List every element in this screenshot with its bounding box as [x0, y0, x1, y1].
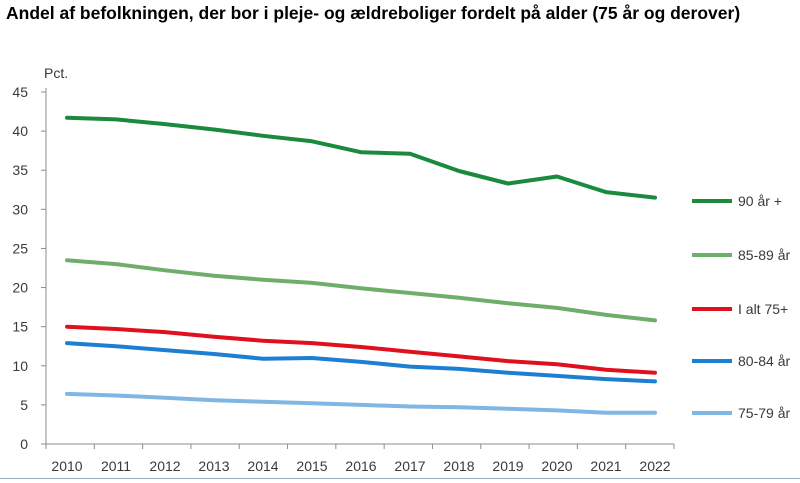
x-tick-label: 2021 [590, 458, 621, 474]
legend-label: 90 år + [738, 193, 782, 209]
x-tick-label: 2011 [101, 458, 131, 474]
legend-label: 80-84 år [738, 353, 790, 369]
legend: 90 år + 85-89 år I alt 75+ 80-84 år 75-79 år [692, 193, 790, 421]
x-tick-label: 2019 [492, 458, 523, 474]
y-tick-label: 10 [12, 358, 28, 374]
series-line [65, 391, 657, 415]
series-line [65, 324, 657, 375]
y-tick-label: 25 [12, 240, 28, 256]
x-tick-label: 2020 [541, 458, 572, 474]
x-axis: 2010 2011 2012 2013 2014 2015 2016 2017 2018 2019… [45, 443, 675, 474]
x-tick-label: 2010 [51, 458, 82, 474]
series-line [65, 258, 657, 323]
x-tick-label: 2018 [443, 458, 474, 474]
x-tick-label: 2017 [394, 458, 425, 474]
series-line [65, 341, 657, 384]
y-tick-label: 15 [12, 319, 28, 335]
series-line [65, 115, 657, 200]
y-tick-label: 30 [12, 201, 28, 217]
legend-label: 85-89 år [738, 247, 790, 263]
series-lines [65, 115, 657, 415]
y-tick-label: 45 [12, 84, 28, 100]
x-tick-label: 2013 [198, 458, 229, 474]
x-tick-label: 2012 [149, 458, 180, 474]
legend-label: 75-79 år [738, 405, 790, 421]
bottom-divider [0, 478, 800, 479]
y-tick-label: 40 [12, 123, 28, 139]
y-tick-label: 5 [20, 397, 28, 413]
legend-label: I alt 75+ [738, 301, 788, 317]
y-axis: Pct. 0 5 10 15 20 25 30 35 40 45 [12, 65, 68, 452]
x-tick-label: 2014 [247, 458, 278, 474]
y-axis-unit-label: Pct. [44, 65, 68, 81]
y-tick-label: 20 [12, 280, 28, 296]
x-tick-label: 2022 [639, 458, 670, 474]
chart-title: Andel af befolkningen, der bor i pleje- … [6, 3, 741, 23]
x-tick-label: 2015 [296, 458, 327, 474]
x-tick-label: 2016 [345, 458, 376, 474]
y-tick-label: 35 [12, 162, 28, 178]
y-tick-label: 0 [20, 436, 28, 452]
